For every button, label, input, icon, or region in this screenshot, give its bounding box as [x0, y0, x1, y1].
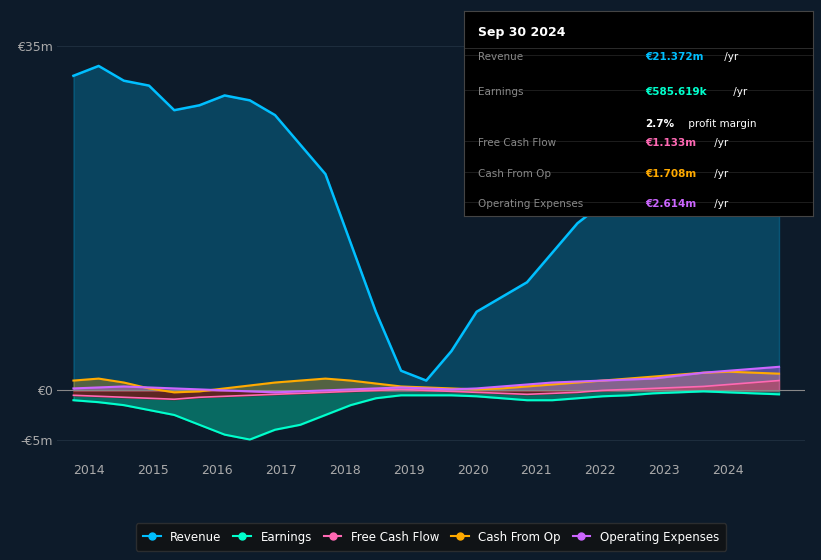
Text: Free Cash Flow: Free Cash Flow [478, 138, 556, 148]
Text: Operating Expenses: Operating Expenses [478, 199, 583, 209]
Text: Revenue: Revenue [478, 52, 523, 62]
Text: 2.7%: 2.7% [645, 119, 674, 128]
Text: /yr: /yr [711, 169, 728, 179]
Text: Earnings: Earnings [478, 87, 523, 97]
Text: €1.133m: €1.133m [645, 138, 696, 148]
Text: /yr: /yr [721, 52, 738, 62]
Text: €21.372m: €21.372m [645, 52, 704, 62]
Text: /yr: /yr [730, 87, 747, 97]
Text: profit margin: profit margin [685, 119, 756, 128]
Text: Sep 30 2024: Sep 30 2024 [478, 26, 566, 39]
Text: €1.708m: €1.708m [645, 169, 696, 179]
Text: Cash From Op: Cash From Op [478, 169, 551, 179]
Text: /yr: /yr [711, 138, 728, 148]
Text: €2.614m: €2.614m [645, 199, 696, 209]
Legend: Revenue, Earnings, Free Cash Flow, Cash From Op, Operating Expenses: Revenue, Earnings, Free Cash Flow, Cash … [136, 524, 726, 550]
Text: /yr: /yr [711, 199, 728, 209]
Text: €585.619k: €585.619k [645, 87, 707, 97]
